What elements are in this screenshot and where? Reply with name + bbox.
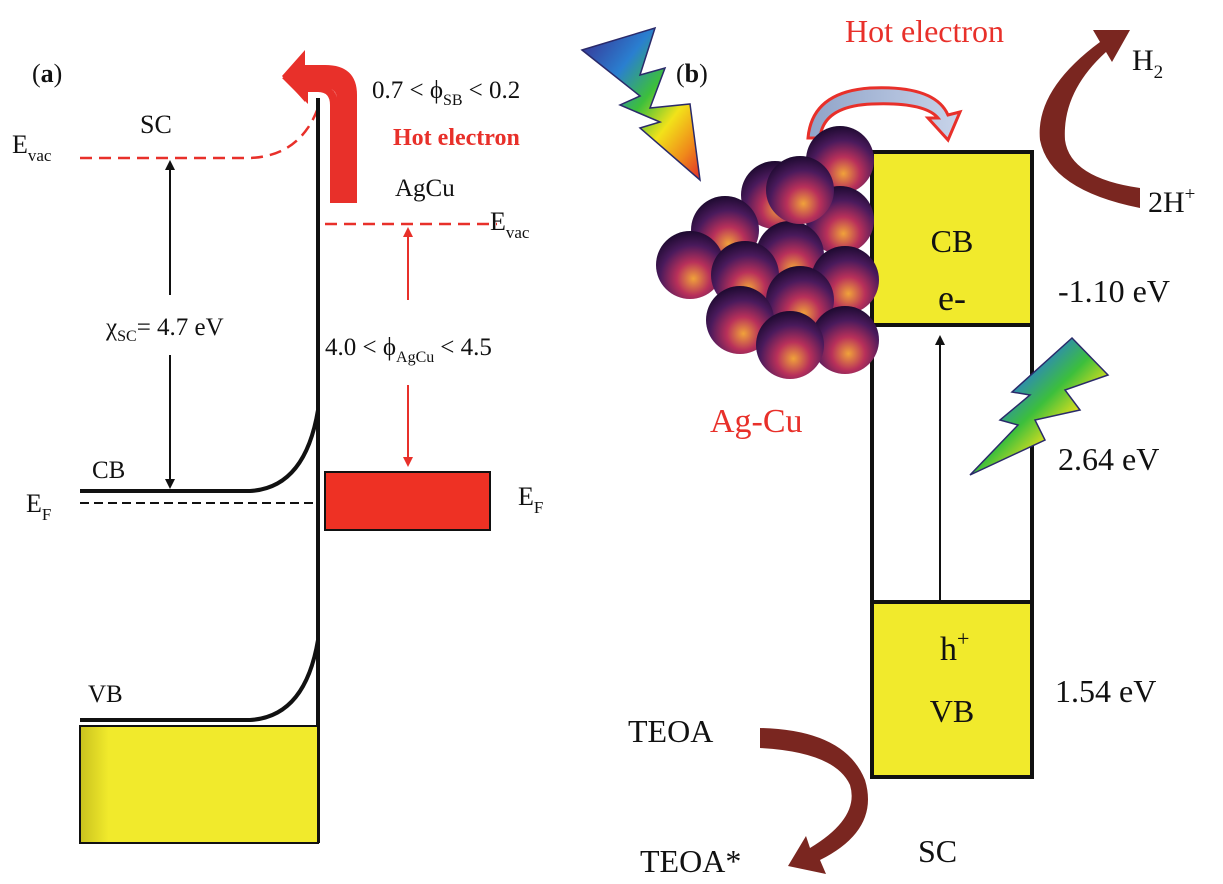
nanoparticle: [656, 231, 724, 299]
agcu-label: AgCu: [395, 175, 455, 202]
conduction-band-box: [870, 150, 1034, 327]
agcu-fermi-block: [324, 471, 491, 531]
cb-label-a: CB: [92, 457, 125, 484]
h2-evolution-arrow: [1039, 30, 1140, 208]
cb-band-edge: [80, 409, 320, 493]
nanoparticle: [756, 311, 824, 379]
agcu-label-b: Ag-Cu: [710, 403, 803, 440]
teoa-star-label: TEOA*: [640, 843, 741, 879]
vacuum-level-sc: [80, 107, 320, 160]
valence-band-box: [870, 600, 1034, 779]
teoa-label: TEOA: [628, 713, 713, 749]
hot-electron-arrow-bend: [282, 50, 357, 102]
schottky-barrier-label: 0.7 < ϕSB < 0.2: [372, 77, 520, 109]
panel-b: (b) Hot electron H2 2H+ CB e- h+ VB -1.1…: [580, 13, 1195, 879]
cb-energy-label: -1.10 eV: [1058, 273, 1170, 309]
sc-label-a: SC: [140, 110, 172, 139]
panel-a-label: (a): [32, 59, 62, 88]
hot-electron-arc: [806, 86, 963, 143]
hot-electron-label-a: Hot electron: [393, 125, 520, 151]
light-bolt-icon: [580, 26, 702, 182]
gap-energy-label: 2.64 eV: [1058, 441, 1159, 477]
chi-label: χSC= 4.7 eV: [105, 314, 224, 345]
hole-label: h+: [940, 626, 969, 668]
teoa-oxidation-arrow: [760, 728, 868, 874]
panel-b-label: (b): [676, 59, 708, 88]
electron-label: e-: [938, 278, 966, 318]
light-bolt-icon: [969, 336, 1110, 476]
nanoparticle: [811, 306, 879, 374]
sc-label-b: SC: [918, 833, 957, 869]
nanoparticle: [766, 156, 834, 224]
vb-label-a: VB: [88, 681, 123, 708]
vb-band-edge: [80, 639, 320, 722]
vb-energy-label: 1.54 eV: [1055, 673, 1156, 709]
two-h-plus-label: 2H+: [1148, 184, 1195, 219]
evac-right-label: Evac: [490, 207, 530, 242]
vb-label-b: VB: [930, 693, 974, 729]
evac-left-label: Evac: [12, 130, 52, 165]
agcu-nanoparticle-cluster: [656, 126, 879, 379]
panel-a: (a) SC Evac χSC= 4.7 eV CB EF VB 0.7 < ϕ…: [12, 50, 543, 844]
h2-label: H2: [1132, 44, 1163, 83]
hot-electron-label-b: Hot electron: [845, 13, 1004, 49]
cb-label-b: CB: [931, 223, 974, 259]
work-function-label: 4.0 < ϕAgCu < 4.5: [325, 334, 492, 366]
ef-right-label: EF: [518, 482, 543, 517]
ef-left-label: EF: [26, 489, 51, 524]
valence-band-block: [79, 725, 319, 844]
hot-electron-arrow-shaft: [337, 95, 357, 203]
